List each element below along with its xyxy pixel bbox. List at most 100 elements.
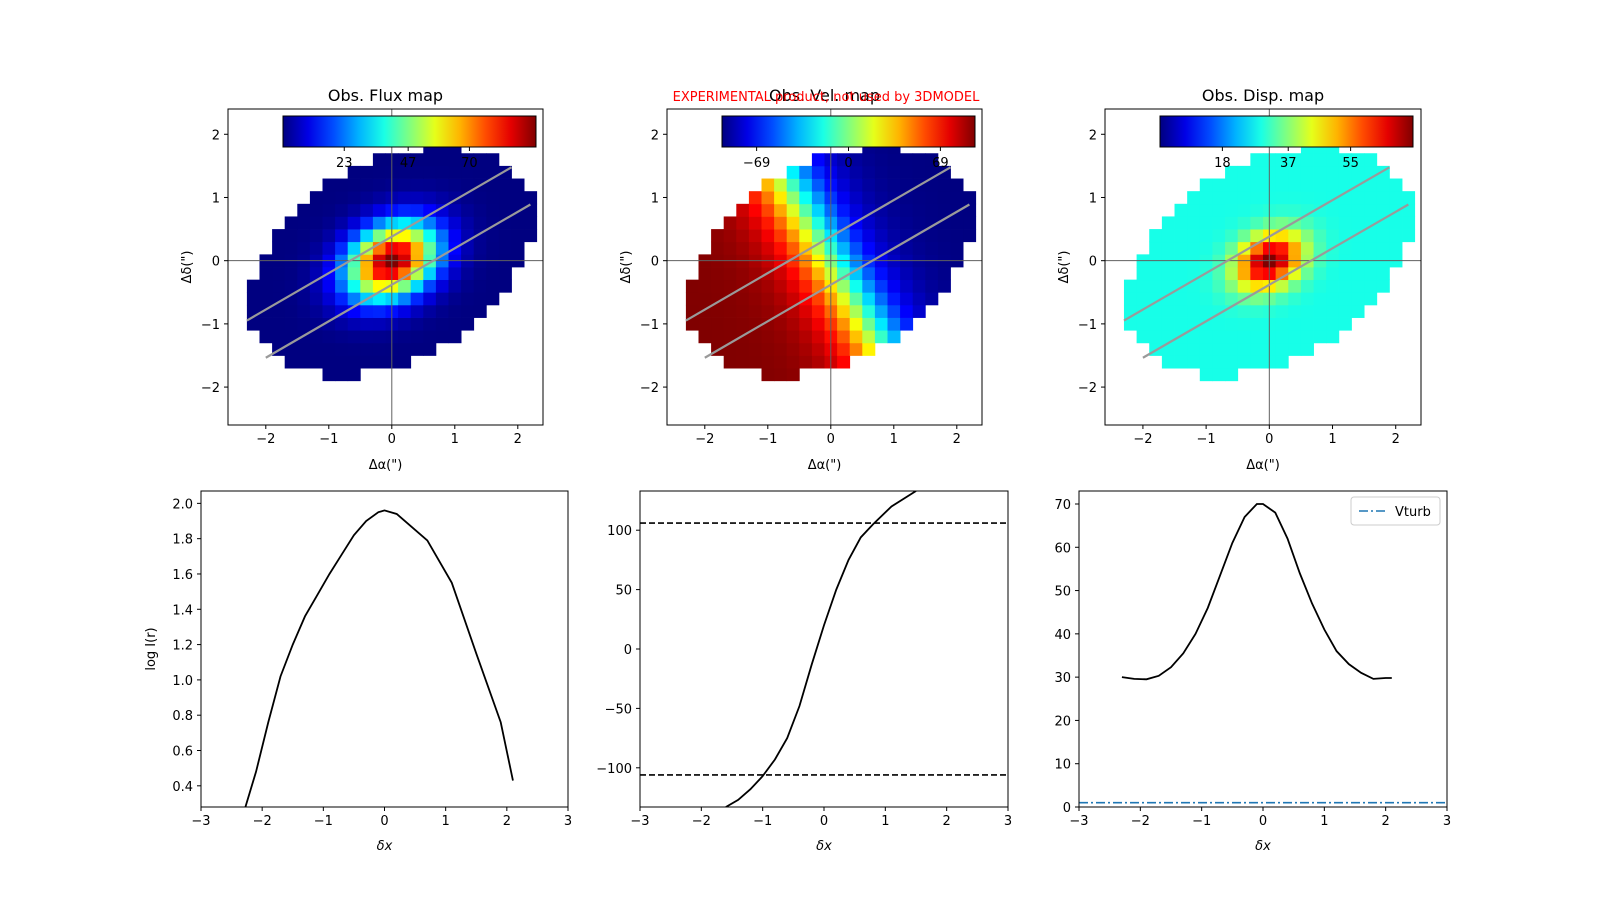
map-pixel: [1250, 153, 1264, 167]
map-pixel: [347, 191, 361, 205]
map-pixel: [849, 304, 863, 318]
legend: Vturb: [1350, 496, 1441, 526]
map-pixel: [774, 241, 788, 255]
map-pixel: [925, 216, 939, 230]
map-pixel: [347, 241, 361, 255]
map-pixel: [1212, 355, 1226, 369]
map-pixel: [862, 292, 876, 306]
x-tick-label: −2: [253, 814, 272, 829]
map-pixel: [761, 241, 775, 255]
map-pixel: [799, 229, 813, 243]
map-pixel: [1338, 203, 1352, 217]
map-pixel: [774, 191, 788, 205]
map-pixel: [925, 229, 939, 243]
map-pixel: [1250, 178, 1264, 192]
map-pixel: [1300, 241, 1314, 255]
map-pixel: [900, 178, 914, 192]
map-pixel: [1225, 317, 1239, 331]
map-pixel: [360, 317, 374, 331]
map-pixel: [862, 304, 876, 318]
map-pixel: [1149, 229, 1163, 243]
map-pixel: [423, 304, 437, 318]
map-pixel: [1237, 216, 1251, 230]
axes-frame: [1104, 108, 1422, 426]
map-pixel: [322, 368, 336, 382]
map-pixel: [322, 342, 336, 356]
map-pixel: [1313, 216, 1327, 230]
map-pixel: [1149, 330, 1163, 344]
y-tick-label: 30: [1054, 671, 1071, 686]
slit-line-upper: [1123, 166, 1390, 322]
x-tick-label: 2: [503, 814, 511, 829]
map-pixel: [774, 342, 788, 356]
map-pixel: [410, 178, 424, 192]
slit-line-lower: [265, 203, 531, 359]
map-pixel: [1389, 229, 1403, 243]
map-pixel: [498, 267, 512, 281]
map-pixel: [698, 292, 712, 306]
y-tick-label: 2: [1089, 128, 1097, 143]
map-pixel: [900, 304, 914, 318]
pixel-grid: [685, 140, 977, 382]
map-pixel: [1212, 279, 1226, 293]
map-pixel: [423, 292, 437, 306]
map-pixel: [1313, 292, 1327, 306]
map-pixel: [1237, 178, 1251, 192]
map-pixel: [761, 229, 775, 243]
map-pixel: [1174, 304, 1188, 318]
map-pixel: [360, 330, 374, 344]
map-pixel: [736, 342, 750, 356]
map-pixel: [1275, 355, 1289, 369]
map-pixel: [498, 203, 512, 217]
map-pixel: [1376, 191, 1390, 205]
y-tick-label: 0: [624, 643, 632, 658]
map-pixel: [1250, 191, 1264, 205]
map-pixel: [711, 279, 725, 293]
map-pixel: [1174, 216, 1188, 230]
map-pixel: [761, 355, 775, 369]
map-pixel: [811, 330, 825, 344]
map-pixel: [774, 355, 788, 369]
map-pixel: [1288, 342, 1302, 356]
map-pixel: [1364, 178, 1378, 192]
map-pixel: [498, 191, 512, 205]
colorbar-tick-label: −69: [743, 156, 770, 171]
map-pixel: [887, 267, 901, 281]
legend-box: [1350, 496, 1441, 526]
map-pixel: [1250, 355, 1264, 369]
map-pixel: [887, 304, 901, 318]
map-pixel: [360, 241, 374, 255]
map-pixel: [761, 317, 775, 331]
map-pixel: [736, 292, 750, 306]
colorbar-tick-label: 18: [1214, 156, 1231, 171]
map-pixel: [1187, 267, 1201, 281]
map-pixel: [372, 191, 386, 205]
map-pixel: [912, 216, 926, 230]
map-pixel: [372, 304, 386, 318]
map-pixel: [799, 355, 813, 369]
map-pixel: [837, 267, 851, 281]
x-tick-label: 2: [1382, 814, 1390, 829]
x-tick-label: 1: [451, 432, 459, 447]
x-tick-label: 3: [1443, 814, 1451, 829]
map-pixel: [711, 267, 725, 281]
map-pixel: [297, 216, 311, 230]
map-pixel: [372, 153, 386, 167]
map-pixel: [1161, 304, 1175, 318]
map-pixel: [423, 267, 437, 281]
map-pixel: [360, 342, 374, 356]
map-pixel: [900, 279, 914, 293]
map-pixel: [1364, 279, 1378, 293]
x-axis-label: δx: [1255, 839, 1271, 854]
map-pixel: [799, 342, 813, 356]
map-pixel: [811, 355, 825, 369]
map-pixel: [811, 342, 825, 356]
map-pixel: [811, 216, 825, 230]
map-pixel: [461, 165, 475, 179]
map-pixel: [410, 330, 424, 344]
pixel-grid: [246, 140, 538, 382]
map-pixel: [748, 203, 762, 217]
map-pixel: [372, 342, 386, 356]
map-pixel: [862, 342, 876, 356]
map-pixel: [410, 165, 424, 179]
